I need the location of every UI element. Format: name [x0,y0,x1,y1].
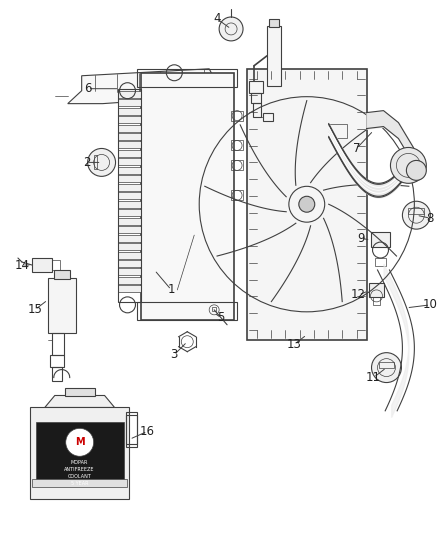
Bar [141,73,234,320]
Bar [117,116,141,123]
Bar [138,69,237,87]
Circle shape [299,196,315,212]
Bar [30,407,130,499]
Bar [231,160,243,171]
Bar [253,103,261,117]
Bar [126,415,138,445]
Bar [263,112,273,120]
Text: 6: 6 [84,82,92,95]
Bar [231,111,243,120]
Text: 13: 13 [286,338,301,351]
Bar [32,258,52,272]
Text: M: M [75,437,85,447]
Circle shape [390,148,426,183]
Bar [267,26,281,86]
Bar [138,302,237,320]
Bar [65,387,95,397]
Bar [117,167,141,174]
Bar [117,217,141,225]
Bar [378,361,395,368]
Text: 9: 9 [357,232,364,245]
Bar [94,156,97,169]
Circle shape [406,160,426,180]
Bar [368,283,385,297]
Text: COOLANT: COOLANT [68,474,92,479]
Bar [48,278,76,333]
Text: 10: 10 [423,298,438,311]
Text: 16: 16 [140,425,155,438]
Text: 7: 7 [353,142,360,155]
Bar [117,235,141,241]
Bar [32,479,127,487]
Text: 12: 12 [351,288,366,301]
Text: 3: 3 [171,348,178,361]
Bar [117,88,141,302]
Circle shape [371,353,401,383]
Text: 4: 4 [213,12,221,26]
Bar [117,150,141,157]
Bar [117,125,141,132]
Bar [117,277,141,284]
Bar [247,69,367,340]
Text: 8: 8 [427,212,434,225]
Bar [52,367,62,381]
Text: ANTIFREEZE: ANTIFREEZE [64,467,95,472]
Bar [117,108,141,115]
Bar [117,201,141,208]
Circle shape [88,149,116,176]
Bar [117,158,141,165]
Bar [117,184,141,191]
Bar [117,141,141,149]
Bar [52,333,64,354]
Bar [52,260,60,270]
Bar [373,297,381,305]
Bar [117,243,141,250]
Text: 14: 14 [14,259,29,271]
Bar [117,260,141,267]
Text: 11: 11 [366,371,381,384]
Circle shape [66,429,94,456]
Text: 2: 2 [83,156,90,169]
Circle shape [219,17,243,41]
Polygon shape [45,395,115,407]
Bar [249,80,263,93]
Bar [54,270,70,279]
Bar [408,208,424,214]
Bar [117,252,141,259]
Bar [374,258,386,266]
Text: 5: 5 [217,311,225,324]
Bar [117,133,141,140]
Circle shape [403,201,430,229]
Bar [371,232,390,247]
Text: 15: 15 [28,303,42,316]
Bar [36,422,124,479]
Bar [126,413,138,447]
Bar [117,175,141,182]
Bar [117,269,141,276]
Polygon shape [68,69,217,103]
Bar [117,226,141,233]
Bar [251,93,261,103]
Bar [212,307,216,311]
Text: 5 YEAR: 5 YEAR [71,481,88,486]
Bar [117,192,141,199]
Bar [231,190,243,200]
Bar [117,286,141,293]
Text: 1: 1 [168,284,175,296]
Bar [328,124,346,138]
Bar [117,99,141,106]
Bar [231,141,243,150]
Bar [117,91,141,98]
Bar [117,209,141,216]
Bar [50,354,64,367]
Text: MOPAR: MOPAR [71,460,88,465]
Bar [269,19,279,27]
